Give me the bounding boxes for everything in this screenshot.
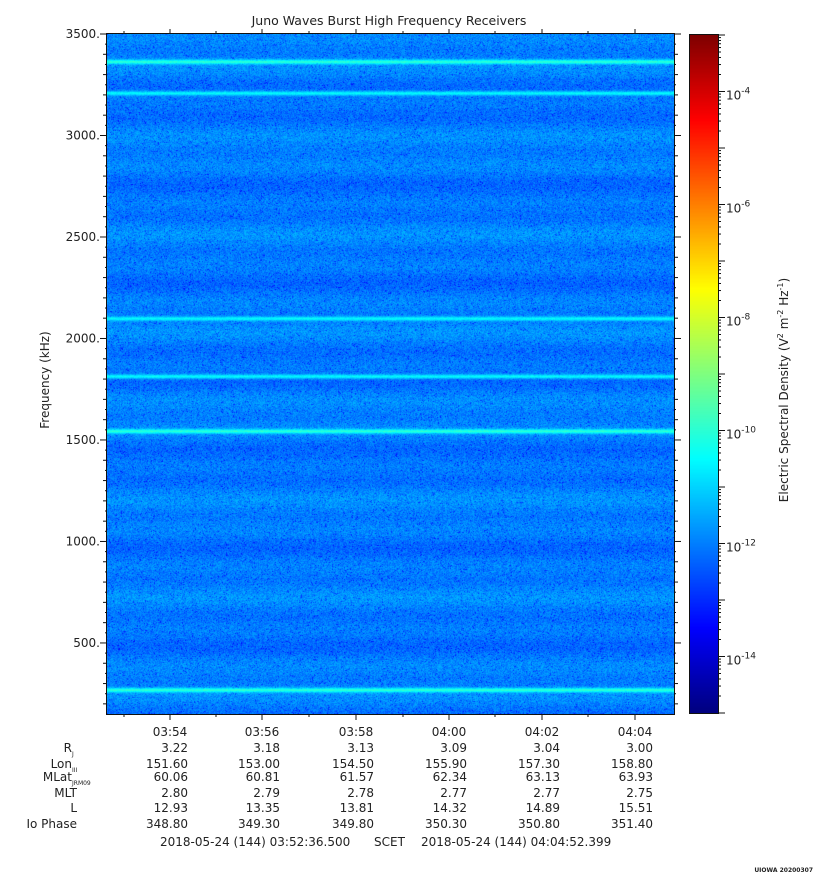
ephemeris-cell: 14.89 bbox=[526, 801, 560, 815]
ephemeris-cell: 3.13 bbox=[347, 741, 374, 755]
ephemeris-cell: 351.40 bbox=[611, 817, 653, 831]
x-tick-label: 03:56 bbox=[245, 725, 280, 739]
ephemeris-cell: 155.90 bbox=[425, 757, 467, 771]
ephemeris-cell: 151.60 bbox=[146, 757, 188, 771]
ephemeris-row-label: Io Phase bbox=[26, 817, 77, 831]
ephemeris-cell: 60.06 bbox=[154, 770, 188, 784]
x-tick-label: 03:54 bbox=[153, 725, 188, 739]
ephemeris-row-label: L bbox=[70, 801, 77, 815]
ephemeris-cell: 12.93 bbox=[154, 801, 188, 815]
ephemeris-cell: 2.77 bbox=[533, 786, 560, 800]
ephemeris-cell: 60.81 bbox=[246, 770, 280, 784]
ephemeris-cell: 2.79 bbox=[253, 786, 280, 800]
ephemeris-cell: 2.75 bbox=[626, 786, 653, 800]
ephemeris-cell: 349.30 bbox=[238, 817, 280, 831]
ephemeris-cell: 61.57 bbox=[340, 770, 374, 784]
ephemeris-cell: 2.77 bbox=[440, 786, 467, 800]
colorbar-tick-label: 10-6 bbox=[726, 200, 751, 216]
y-tick-label: 1500. bbox=[66, 433, 100, 447]
colorbar-tick-label: 10-12 bbox=[726, 539, 756, 555]
ephemeris-table: RJ 3.22 3.18 3.13 3.09 3.04 3.00 LonIII 151.60 15… bbox=[26, 741, 653, 831]
colorbar-axis: 10-14 10-12 10-10 10-8 10-6 10-4 bbox=[718, 34, 756, 714]
time-range-start: 2018-05-24 (144) 03:52:36.500 bbox=[160, 835, 350, 849]
colorbar-label: Electric Spectral Density (V2 m-2 Hz-1) bbox=[776, 278, 791, 502]
ephemeris-cell: 350.30 bbox=[425, 817, 467, 831]
plot-frame bbox=[106, 33, 675, 715]
ephemeris-cell: 3.00 bbox=[626, 741, 653, 755]
x-tick-label: 04:02 bbox=[525, 725, 560, 739]
chart-title: Juno Waves Burst High Frequency Receiver… bbox=[251, 13, 527, 28]
y-tick-label: 2500. bbox=[66, 230, 100, 244]
ephemeris-cell: 63.13 bbox=[526, 770, 560, 784]
ephemeris-cell: 63.93 bbox=[619, 770, 653, 784]
ephemeris-cell: 14.32 bbox=[433, 801, 467, 815]
ephemeris-cell: 3.22 bbox=[161, 741, 188, 755]
ephemeris-row-label: LonIII bbox=[51, 757, 78, 774]
ephemeris-cell: 3.18 bbox=[253, 741, 280, 755]
ephemeris-cell: 349.80 bbox=[332, 817, 374, 831]
ephemeris-cell: 13.81 bbox=[340, 801, 374, 815]
ephemeris-row-label: RJ bbox=[64, 741, 74, 758]
x-tick-label: 04:00 bbox=[432, 725, 467, 739]
ephemeris-cell: 157.30 bbox=[518, 757, 560, 771]
ephemeris-cell: 3.04 bbox=[533, 741, 560, 755]
ephemeris-cell: 158.80 bbox=[611, 757, 653, 771]
colorbar-frame bbox=[689, 34, 719, 714]
ephemeris-cell: 153.00 bbox=[238, 757, 280, 771]
ephemeris-row-label: MLT bbox=[54, 786, 77, 800]
ephemeris-cell: 350.80 bbox=[518, 817, 560, 831]
time-range-frame: SCET bbox=[374, 835, 406, 849]
colorbar-tick-label: 10-8 bbox=[726, 313, 751, 329]
spectrogram-plot bbox=[107, 34, 674, 714]
ephemeris-cell: 13.35 bbox=[246, 801, 280, 815]
x-tick-label: 03:58 bbox=[339, 725, 374, 739]
ephemeris-cell: 348.80 bbox=[146, 817, 188, 831]
y-axis-label: Frequency (kHz) bbox=[38, 331, 52, 428]
ephemeris-cell: 2.78 bbox=[347, 786, 374, 800]
ephemeris-cell: 2.80 bbox=[161, 786, 188, 800]
x-tick-label: 04:04 bbox=[618, 725, 653, 739]
ephemeris-row-label: MLatJRM09 bbox=[43, 770, 91, 787]
colorbar-tick-label: 10-10 bbox=[726, 426, 756, 442]
ephemeris-cell: 154.50 bbox=[332, 757, 374, 771]
ephemeris-cell: 62.34 bbox=[433, 770, 467, 784]
y-tick-label: 3500. bbox=[66, 27, 100, 41]
colorbar-tick-label: 10-4 bbox=[726, 87, 751, 103]
colorbar bbox=[690, 35, 718, 713]
y-axis: 500. 1000. 1500. 2000. 2500. 3000. 3500. bbox=[66, 27, 681, 705]
colorbar-tick-label: 10-14 bbox=[726, 652, 756, 668]
y-tick-label: 2000. bbox=[66, 331, 100, 345]
y-tick-label: 3000. bbox=[66, 128, 100, 142]
ephemeris-cell: 3.09 bbox=[440, 741, 467, 755]
source-stamp: UIOWA 20200307 bbox=[754, 867, 813, 874]
x-axis: 03:54 03:56 03:58 04:00 04:02 04:04 bbox=[123, 29, 653, 739]
y-tick-label: 1000. bbox=[66, 534, 100, 548]
ephemeris-cell: 15.51 bbox=[619, 801, 653, 815]
time-range: 2018-05-24 (144) 03:52:36.500 SCET 2018-… bbox=[160, 835, 611, 849]
time-range-end: 2018-05-24 (144) 04:04:52.399 bbox=[421, 835, 611, 849]
y-tick-label: 500. bbox=[73, 636, 100, 650]
